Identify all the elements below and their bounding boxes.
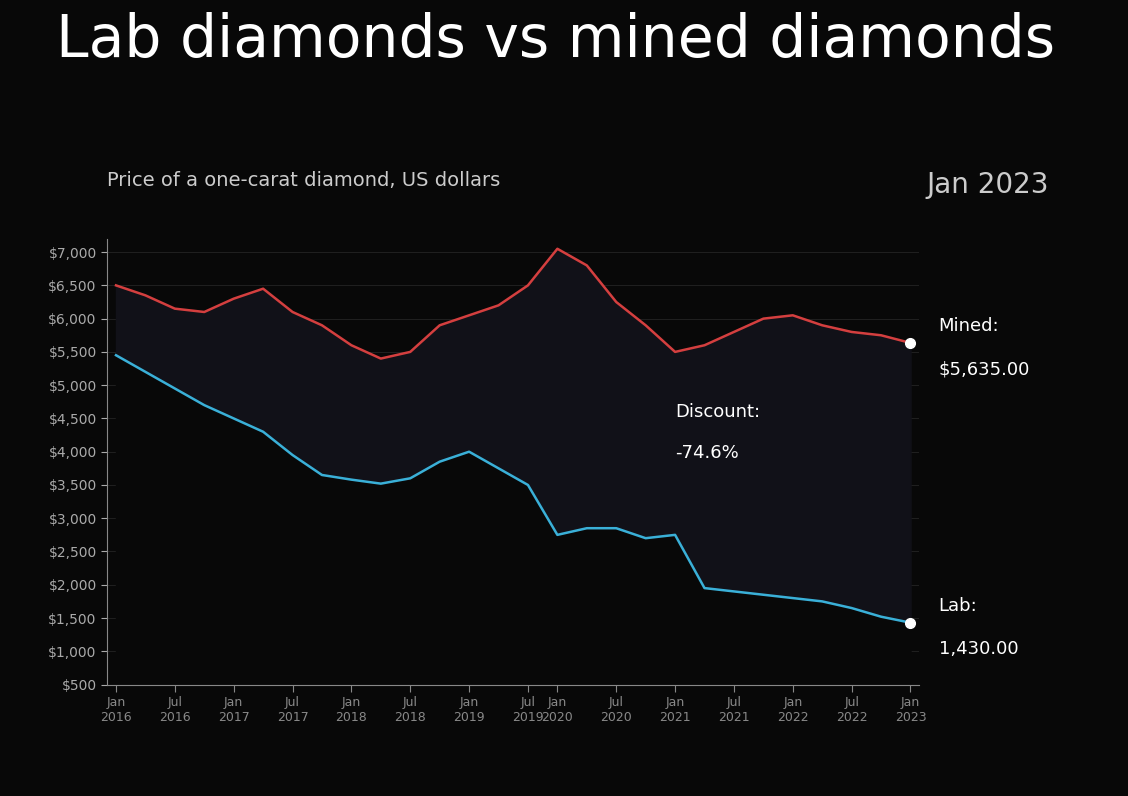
Text: 1,430.00: 1,430.00 xyxy=(938,640,1019,658)
Text: Lab:: Lab: xyxy=(938,597,978,615)
Text: Price of a one-carat diamond, US dollars: Price of a one-carat diamond, US dollars xyxy=(107,171,501,190)
Text: Mined:: Mined: xyxy=(938,317,999,335)
Text: Lab diamonds vs mined diamonds: Lab diamonds vs mined diamonds xyxy=(56,12,1056,69)
Text: Jan 2023: Jan 2023 xyxy=(926,171,1049,199)
Text: Discount:: Discount: xyxy=(675,403,760,420)
Text: -74.6%: -74.6% xyxy=(675,444,739,462)
Text: $5,635.00: $5,635.00 xyxy=(938,361,1030,378)
